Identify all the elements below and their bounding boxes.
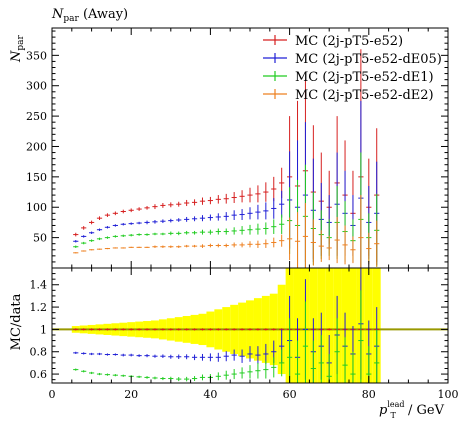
band-segment — [325, 268, 334, 383]
legend-label: MC (2j-pT5-e52-dE05) — [295, 52, 442, 67]
x-tick-label: 40 — [203, 388, 217, 401]
x-tick-label: 0 — [49, 388, 56, 401]
y-tick-label: 100 — [26, 201, 47, 214]
lower-y-ticks: 0.6 0.8 1 1.2 1.4 — [30, 273, 448, 381]
y-tick-label: 350 — [26, 49, 47, 62]
upper-y-ticks: 50 100 150 200 250 300 350 — [26, 30, 448, 263]
legend-label: MC (2j-pT5-e52-dE2) — [295, 88, 434, 103]
x-axis-label: plead T / GeV — [379, 400, 445, 420]
y-tick-label: 200 — [26, 140, 47, 153]
y-tick-label: 0.6 — [30, 368, 48, 381]
y-tick-label: 50 — [33, 232, 47, 245]
x-tick-label: 20 — [124, 388, 138, 401]
lower-y-axis-label: MC/data — [9, 293, 24, 350]
lower-x-ticks: 0 20 40 60 80 100 — [49, 268, 459, 401]
y-tick-label: 150 — [26, 171, 47, 184]
y-tick-label: 1.4 — [30, 279, 48, 292]
series-MC (2j-pT5-e52-dE2) — [73, 195, 380, 268]
y-tick-label: 300 — [26, 80, 47, 93]
upper-x-ticks — [51, 28, 449, 268]
legend-label: MC (2j-pT5-e52) — [295, 34, 403, 49]
band-segment — [349, 268, 357, 383]
lower-panel-data — [52, 268, 448, 383]
legend-label: MC (2j-pT5-e52-dE1) — [295, 70, 434, 85]
y-tick-label: 250 — [26, 110, 47, 123]
y-tick-label: 1 — [40, 323, 47, 336]
y-tick-label: 0.8 — [30, 346, 48, 359]
upper-panel-data — [73, 49, 380, 268]
ratio-series-MC (2j-pT5-e52-dE1) — [73, 290, 380, 383]
x-tick-label: 60 — [283, 388, 297, 401]
x-tick-label: 100 — [438, 388, 459, 401]
y-tick-label: 1.2 — [30, 301, 48, 314]
legend: MC (2j-pT5-e52) MC (2j-pT5-e52-dE05) MC (2… — [263, 34, 442, 103]
upper-y-axis-label: Npar — [9, 34, 26, 63]
chart-title: Npar (Away) — [51, 7, 128, 24]
x-tick-label: 80 — [362, 388, 376, 401]
